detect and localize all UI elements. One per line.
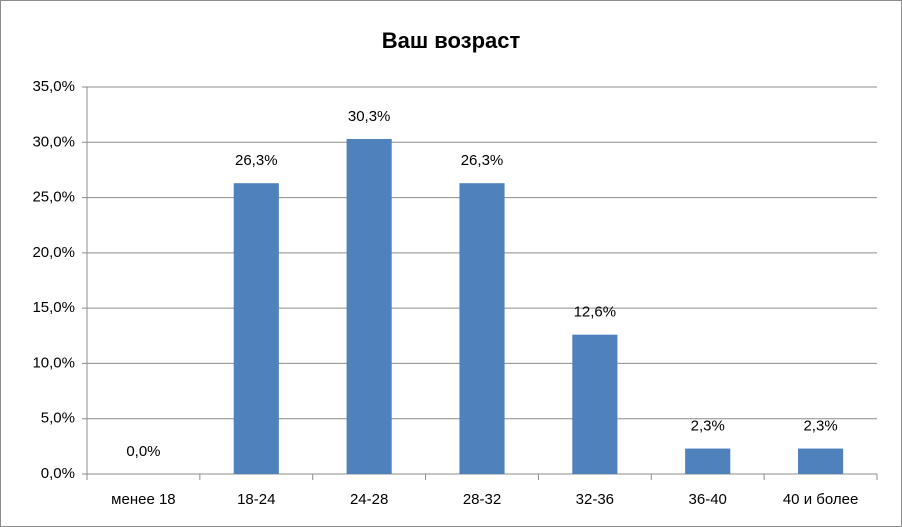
y-tick-label: 25,0% (32, 189, 75, 206)
x-tick-label: 18-24 (237, 491, 275, 508)
value-label: 2,3% (803, 418, 837, 435)
chart-title: Ваш возраст (382, 28, 521, 53)
y-tick-label: 20,0% (32, 244, 75, 261)
y-tick-label: 5,0% (41, 410, 75, 427)
value-label: 30,3% (348, 108, 391, 125)
x-tick-label: 40 и более (783, 491, 858, 508)
x-tick-label: 32-36 (576, 491, 614, 508)
x-tick-label: 24-28 (350, 491, 388, 508)
value-label: 12,6% (574, 304, 617, 321)
y-tick-label: 10,0% (32, 354, 75, 371)
bar (459, 183, 505, 474)
bar (572, 334, 618, 474)
x-tick-label: менее 18 (111, 491, 175, 508)
y-tick-label: 0,0% (41, 465, 75, 482)
value-label: 26,3% (461, 152, 504, 169)
y-tick-label: 35,0% (32, 78, 75, 95)
value-label: 26,3% (235, 152, 278, 169)
value-label: 0,0% (126, 443, 160, 460)
value-label: 2,3% (691, 418, 725, 435)
x-tick-label: 28-32 (463, 491, 501, 508)
bar (233, 183, 279, 474)
bar (346, 138, 392, 474)
y-tick-label: 15,0% (32, 299, 75, 316)
x-tick-label: 36-40 (689, 491, 727, 508)
bar (798, 448, 844, 474)
y-tick-label: 30,0% (32, 133, 75, 150)
bar (685, 448, 731, 474)
